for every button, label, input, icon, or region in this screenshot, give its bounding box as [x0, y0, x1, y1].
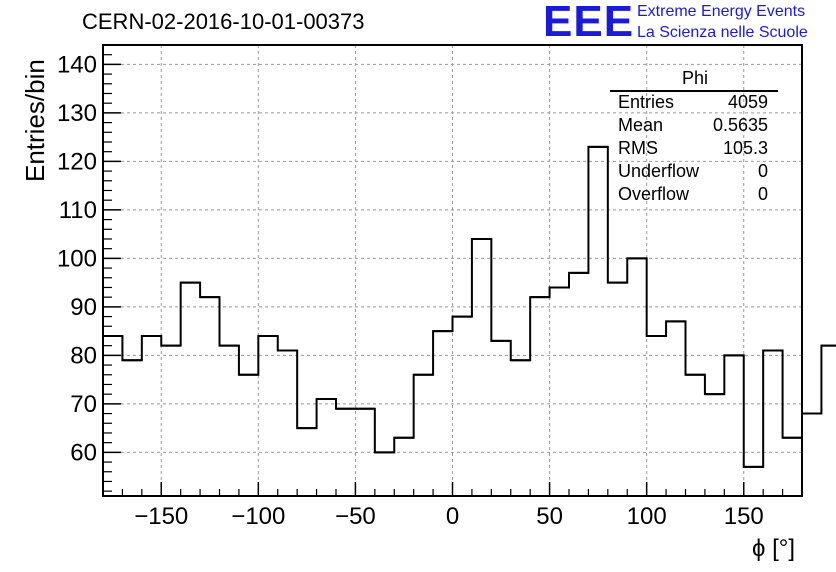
x-tick-label: 150 — [724, 503, 764, 530]
y-axis-label: Entries/bin — [20, 59, 50, 182]
stats-divider — [610, 90, 778, 92]
y-tick-label: 140 — [57, 51, 97, 78]
x-tick-label: −50 — [335, 503, 376, 530]
stats-value: 0 — [757, 184, 768, 204]
y-tick-label: 60 — [70, 439, 97, 466]
y-tick-label: 80 — [70, 342, 97, 369]
stats-row-underflow: Underflow 0 — [610, 161, 780, 184]
stats-value: 0 — [757, 161, 768, 181]
eee-logo: EEE — [543, 0, 635, 46]
logo-subtitle-2: La Scienza nelle Scuole — [637, 24, 808, 41]
stats-value: 0.5635 — [712, 115, 768, 135]
axis-ticks — [103, 44, 803, 496]
stats-rows: Entries 4059 Mean 0.5635 RMS 105.3 Underflo… — [610, 92, 780, 207]
stats-key: Mean — [618, 115, 664, 135]
stats-value: 105.3 — [722, 138, 768, 158]
x-tick-label: 50 — [536, 503, 563, 530]
stats-row-mean: Mean 0.5635 — [610, 115, 780, 138]
chart-title: CERN-02-2016-10-01-00373 — [82, 9, 365, 34]
y-tick-label: 70 — [70, 391, 97, 418]
y-tick-label: 120 — [57, 148, 97, 175]
stats-key: Overflow — [618, 184, 690, 204]
stats-value: 4059 — [727, 92, 768, 112]
x-tick-label: −100 — [231, 503, 285, 530]
x-tick-label: 100 — [627, 503, 667, 530]
logo-subtitle-1: Extreme Energy Events — [637, 3, 806, 20]
stats-box: Phi Entries 4059 Mean 0.5635 RMS 105.3 Unde… — [610, 68, 780, 204]
x-tick-label: 0 — [446, 503, 459, 530]
stats-key: RMS — [618, 138, 658, 158]
stats-name: Phi — [681, 68, 708, 88]
stats-key: Underflow — [618, 161, 700, 181]
x-tick-label: −150 — [134, 503, 188, 530]
stats-row-overflow: Overflow 0 — [610, 184, 780, 207]
histogram-series — [103, 145, 836, 468]
stats-key: Entries — [618, 92, 675, 112]
y-tick-label: 110 — [59, 197, 97, 224]
x-axis-label: ϕ [°] — [752, 535, 796, 562]
histogram-outline — [103, 145, 836, 468]
stats-row-entries: Entries 4059 — [610, 92, 780, 115]
y-tick-label: 100 — [57, 245, 97, 272]
y-tick-label: 90 — [70, 294, 97, 321]
y-tick-labels: 60 70 80 90 100 110 120 130 140 — [57, 51, 97, 466]
x-tick-labels: −150 −100 −50 0 50 100 150 — [134, 503, 764, 530]
stats-row-rms: RMS 105.3 — [610, 138, 780, 161]
y-tick-label: 130 — [57, 100, 97, 127]
